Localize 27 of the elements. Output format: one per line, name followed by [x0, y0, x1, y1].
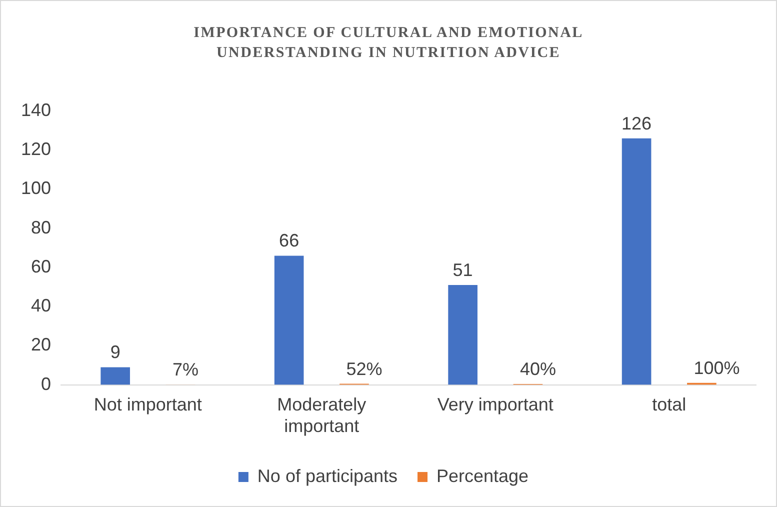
bar — [622, 138, 652, 385]
x-tick-label: Moderately important — [277, 394, 366, 436]
y-tick-label: 60 — [31, 256, 52, 276]
y-tick-label: 100 — [20, 178, 52, 198]
data-label: 9 — [110, 342, 120, 362]
legend-label: No of participants — [257, 466, 398, 486]
chart-title: IMPORTANCE OF CULTURAL AND EMOTIONAL UNDERSTANDING IN NUTRITION ADVICE — [192, 24, 584, 63]
x-tick-label: Very important — [437, 394, 554, 415]
data-label: 66 — [279, 230, 300, 251]
data-label: 40% — [520, 358, 556, 379]
x-tick-label: total — [652, 394, 686, 415]
y-tick-label: 120 — [20, 139, 52, 160]
data-label: 126 — [622, 113, 652, 134]
bar — [274, 256, 304, 385]
y-tick-label: 80 — [31, 217, 52, 238]
bar — [448, 285, 478, 385]
legend-label: Percentage — [436, 466, 529, 486]
x-tick-label: Not important — [94, 394, 202, 415]
bar — [100, 367, 130, 385]
y-tick-label: 140 — [20, 100, 52, 120]
y-tick-label: 0 — [41, 374, 52, 394]
data-label: 52% — [346, 358, 382, 379]
y-tick-label: 20 — [31, 334, 52, 355]
data-label: 51 — [452, 260, 473, 280]
y-tick-label: 40 — [31, 296, 52, 316]
data-label: 100% — [694, 358, 740, 378]
data-label: 7% — [172, 360, 198, 380]
